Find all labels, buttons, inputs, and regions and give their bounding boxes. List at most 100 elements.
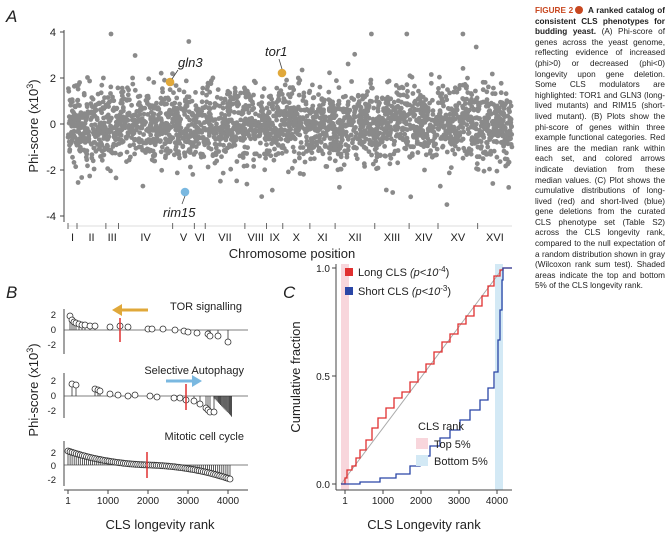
gene-dot (453, 134, 459, 140)
gene-dot (263, 137, 269, 143)
gene-dot (391, 142, 397, 147)
gene-dot (365, 102, 370, 107)
gene-dot (335, 119, 341, 125)
gene-dot (300, 98, 306, 103)
y-tick-label: -2 (48, 475, 56, 486)
gene-dot (296, 151, 302, 157)
gene-dot (110, 144, 116, 149)
lollipop-head (124, 392, 132, 400)
gene-dot (259, 94, 265, 99)
gene-dot (401, 92, 406, 98)
gene-dot (199, 99, 205, 105)
gene-dot (328, 116, 334, 121)
gene-dot (72, 135, 78, 140)
gene-dot (326, 107, 332, 113)
gene-dot (274, 85, 280, 91)
gene-dot (149, 139, 155, 145)
gene-dot (99, 157, 105, 163)
gene-dot (174, 150, 180, 156)
gene-dot (192, 123, 198, 129)
gene-dot (389, 103, 395, 109)
gene-dot (367, 123, 372, 129)
gene-dot (385, 101, 391, 107)
gene-dot (508, 103, 514, 109)
gene-dot (434, 119, 440, 125)
gene-dot (259, 194, 265, 200)
gene-dot (504, 137, 510, 142)
gene-dot (87, 78, 92, 84)
gene-dot (375, 165, 381, 171)
gene-dot (476, 106, 482, 112)
gene-dot (321, 107, 326, 113)
gene-dot (424, 131, 430, 137)
gene-dot (171, 119, 177, 124)
gene-dot (149, 124, 154, 130)
gene-dot (430, 108, 436, 114)
gene-dot (105, 115, 110, 120)
gene-dot (132, 53, 138, 58)
gene-dot (243, 91, 248, 96)
lollipop-head (193, 329, 201, 337)
gene-dot (225, 88, 231, 94)
legend-short-cls: Short CLS (p<10-3) (358, 284, 451, 298)
gene-dot (420, 113, 425, 119)
gene-dot (339, 120, 345, 126)
y-tick-label: 0.5 (316, 372, 330, 383)
gene-dot (108, 123, 113, 129)
gene-dot (343, 129, 349, 135)
gene-dot (224, 128, 230, 134)
gene-dot (440, 83, 446, 89)
panel-b-category-plots: Phi-score (x103) 2 0 -2 TOR signalling 2… (25, 301, 248, 532)
gene-dot (264, 142, 269, 148)
gene-dot (200, 105, 206, 111)
gene-dot (176, 87, 182, 93)
x-tick-label: 2000 (137, 496, 160, 507)
chromosome-label: XIV (415, 232, 433, 244)
gene-dot (183, 78, 189, 84)
gene-dot (407, 117, 413, 122)
gene-dot (365, 108, 371, 114)
gene-dot (369, 142, 375, 148)
gene-dot (170, 71, 175, 77)
gene-dot (191, 152, 197, 157)
gene-dot (103, 126, 108, 132)
lollipop-head (176, 394, 184, 402)
gene-dot (367, 137, 372, 143)
gene-dot (83, 154, 89, 160)
gene-dot (332, 106, 338, 111)
gene-dot (380, 96, 385, 102)
gene-dot (311, 144, 317, 150)
gln3-pointer (171, 69, 179, 80)
gene-dot (369, 31, 374, 37)
gene-dot (494, 168, 500, 174)
gene-dot (474, 154, 480, 160)
gene-dot (348, 132, 354, 138)
gene-dot (212, 160, 218, 166)
lollipop-head (171, 326, 179, 334)
gene-dot (276, 133, 282, 139)
gene-dot (163, 130, 169, 136)
gene-dot (505, 130, 510, 136)
gene-dot (474, 161, 480, 167)
gene-dot (327, 150, 332, 156)
gene-dot (168, 148, 173, 154)
x-tick-label: 3000 (177, 496, 200, 507)
rim15-pointer (181, 195, 186, 205)
gene-dot (450, 147, 456, 153)
gene-dot (272, 146, 277, 152)
gene-dot (349, 117, 354, 122)
gene-dot (139, 138, 144, 143)
gene-dot (385, 79, 390, 85)
gene-dot (78, 110, 84, 115)
gene-dot (309, 150, 315, 156)
gene-dot (90, 96, 96, 102)
chromosome-label: I (71, 232, 74, 244)
x-tick-label: 1 (342, 496, 348, 507)
gene-dot (481, 168, 487, 174)
gene-dot (423, 116, 429, 122)
gene-dot (400, 125, 406, 131)
gene-dot (404, 31, 410, 37)
gene-dot (292, 158, 298, 164)
panel-label-c: C (283, 283, 296, 302)
gene-dot (410, 104, 415, 109)
